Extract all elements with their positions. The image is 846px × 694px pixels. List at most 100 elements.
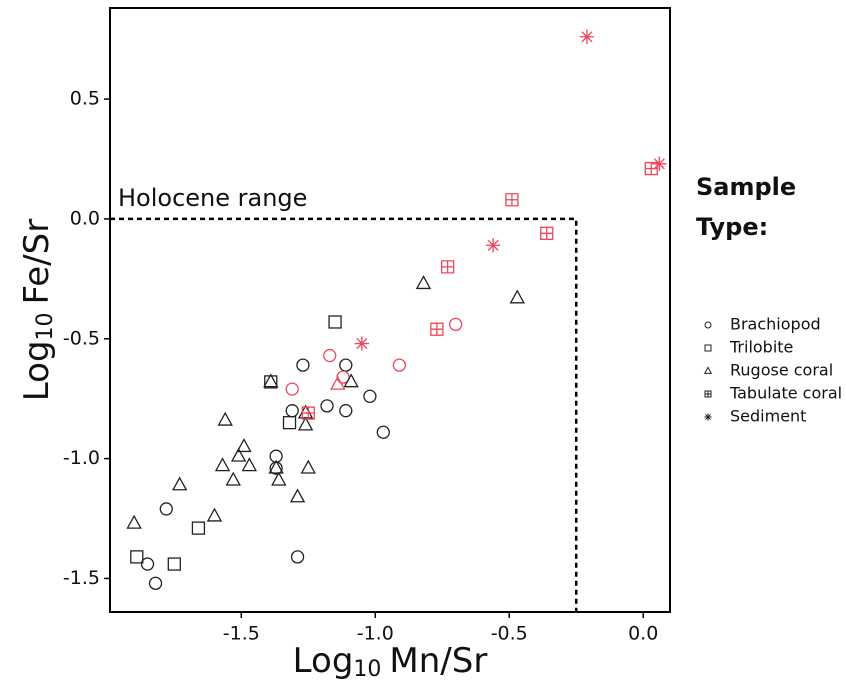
- point: [339, 358, 353, 372]
- marker-circle: [363, 389, 377, 403]
- point: [290, 550, 305, 564]
- marker-triangle: [236, 438, 252, 453]
- marker-triangle: [300, 459, 316, 474]
- point: [130, 550, 144, 564]
- point: [363, 389, 377, 403]
- marker-triangle: [415, 275, 432, 290]
- marker-triangle: [171, 476, 188, 491]
- marker-asterisk: [354, 336, 370, 351]
- x-label-subscript: 10: [353, 657, 381, 682]
- point: [289, 488, 306, 503]
- marker-circle: [140, 557, 155, 571]
- point: [282, 416, 297, 430]
- marker-triangle: [330, 375, 346, 390]
- point: [430, 322, 444, 336]
- point: [485, 238, 501, 253]
- holocene-boundary: [110, 217, 578, 612]
- point: [540, 226, 554, 240]
- marker-circle: [320, 399, 334, 413]
- point: [704, 390, 712, 398]
- point: [579, 29, 595, 44]
- marker-square: [167, 557, 181, 571]
- point: [704, 413, 712, 421]
- point: [354, 336, 370, 351]
- marker-triangle: [509, 289, 525, 304]
- point: [704, 344, 712, 352]
- marker-triangle: [703, 366, 713, 374]
- marker-circle: [296, 358, 310, 372]
- marker-square-plus: [440, 260, 455, 274]
- marker-triangle: [241, 457, 258, 472]
- point: [415, 275, 432, 290]
- legend-label: Tabulate coral: [729, 384, 842, 403]
- marker-triangle: [263, 373, 279, 388]
- legend-label: Rugose coral: [730, 361, 833, 380]
- marker-square-plus: [301, 406, 315, 420]
- point: [217, 411, 233, 426]
- y-tick-label: -1.0: [63, 447, 100, 469]
- point: [206, 507, 223, 522]
- marker-circle: [704, 321, 712, 329]
- point: [330, 375, 346, 390]
- y-label-text: Fe/Sr: [17, 219, 57, 305]
- point: [392, 358, 407, 372]
- y-label-base: Log: [17, 340, 57, 401]
- marker-circle: [159, 502, 173, 516]
- marker-square-plus: [430, 322, 444, 336]
- point: [140, 557, 155, 571]
- marker-triangle: [214, 457, 231, 472]
- marker-square: [191, 521, 206, 535]
- point: [268, 459, 284, 474]
- point: [320, 399, 334, 413]
- legend-label: Sediment: [730, 407, 806, 426]
- point: [703, 366, 713, 374]
- point: [300, 459, 316, 474]
- point: [509, 289, 525, 304]
- legend-title: Sample Type:: [696, 173, 796, 241]
- point: [148, 576, 163, 590]
- point: [263, 373, 279, 388]
- marker-square-plus: [540, 226, 554, 240]
- point: [328, 315, 342, 329]
- point: [241, 457, 258, 472]
- marker-circle: [376, 425, 390, 439]
- marker-circle: [323, 348, 337, 363]
- point: [505, 193, 519, 207]
- marker-triangle: [289, 488, 306, 503]
- marker-triangle: [217, 411, 233, 426]
- point: [171, 476, 188, 491]
- point: [376, 425, 390, 439]
- marker-square-plus: [505, 193, 519, 207]
- marker-circle: [285, 404, 299, 418]
- marker-circle: [285, 382, 299, 396]
- point: [301, 406, 315, 420]
- marker-circle: [339, 358, 353, 372]
- point: [285, 404, 299, 418]
- marker-triangle: [268, 459, 284, 474]
- x-label-text: Mn/Sr: [389, 641, 487, 681]
- legend-title-line: Sample: [696, 173, 796, 201]
- x-tick-label: -1.5: [223, 623, 260, 645]
- marker-square: [328, 315, 342, 329]
- point: [167, 557, 181, 571]
- point: [440, 260, 455, 274]
- y-tick-label: -0.5: [63, 327, 100, 349]
- y-tick-label: 0.0: [70, 207, 100, 229]
- point: [339, 404, 353, 418]
- legend-label: Trilobite: [729, 338, 793, 357]
- x-tick-label: 0.0: [628, 623, 658, 645]
- y-tick-label: -1.5: [63, 567, 100, 589]
- annotation: Holocene range: [118, 184, 307, 212]
- marker-triangle: [225, 471, 241, 486]
- y-tick-label: 0.5: [70, 88, 100, 110]
- marker-circle: [392, 358, 407, 372]
- x-tick-label: -1.0: [357, 623, 394, 645]
- point: [343, 373, 359, 388]
- point: [296, 358, 310, 372]
- y-axis-label: Log10 Fe/Sr: [17, 219, 59, 401]
- point: [214, 457, 231, 472]
- point: [126, 514, 142, 529]
- x-tick-label: -0.5: [491, 623, 528, 645]
